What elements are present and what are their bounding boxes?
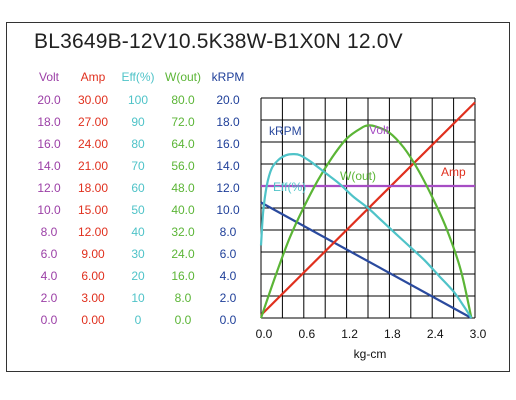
series-label: Volt <box>369 123 390 137</box>
chart-frame <box>6 22 510 372</box>
table-cell-eff: 20 <box>131 269 145 283</box>
table-cell-amp: 3.00 <box>81 291 105 305</box>
table-cell-eff: 30 <box>131 247 145 261</box>
table-cell-krpm: 4.0 <box>219 269 237 283</box>
table-cell-wout: 0.0 <box>174 313 192 327</box>
x-tick-label: 0.6 <box>298 327 315 341</box>
x-tick-label: 1.8 <box>384 327 401 341</box>
series-label: Amp <box>441 165 466 179</box>
table-cell-wout: 40.0 <box>171 203 195 217</box>
column-header-krpm: kRPM <box>211 70 245 84</box>
table-cell-volt: 4.0 <box>40 269 58 283</box>
table-cell-volt: 8.0 <box>40 225 58 239</box>
series-line-krpm <box>260 201 472 319</box>
table-cell-amp: 0.00 <box>81 313 105 327</box>
table-cell-wout: 32.0 <box>171 225 195 239</box>
table-cell-krpm: 0.0 <box>219 313 237 327</box>
x-axis-label: kg-cm <box>354 347 387 361</box>
table-cell-amp: 12.00 <box>77 225 109 239</box>
table-cell-wout: 8.0 <box>174 291 192 305</box>
x-tick-label: 0.0 <box>256 327 273 341</box>
table-cell-eff: 0 <box>134 313 142 327</box>
table-cell-volt: 16.0 <box>37 137 61 151</box>
column-header-wout: W(out) <box>165 70 201 84</box>
table-cell-volt: 18.0 <box>37 115 61 129</box>
table-cell-wout: 72.0 <box>171 115 195 129</box>
table-cell-amp: 18.00 <box>77 181 109 195</box>
series-line-w-out <box>259 124 473 319</box>
table-cell-amp: 15.00 <box>77 203 109 217</box>
table-cell-amp: 30.00 <box>77 93 109 107</box>
x-tick-label: 1.2 <box>341 327 358 341</box>
series-label: Eff(%) <box>273 180 306 194</box>
series-line-eff <box>259 152 473 319</box>
table-cell-wout: 64.0 <box>171 137 195 151</box>
table-cell-wout: 80.0 <box>171 93 195 107</box>
table-cell-eff: 50 <box>131 203 145 217</box>
series-label: kRPM <box>269 124 302 138</box>
table-cell-eff: 90 <box>131 115 145 129</box>
page-title: BL3649B-12V10.5K38W-B1X0N 12.0V <box>34 30 403 53</box>
table-cell-volt: 0.0 <box>40 313 58 327</box>
table-cell-eff: 40 <box>131 225 145 239</box>
table-cell-krpm: 20.0 <box>216 93 240 107</box>
column-header-volt: Volt <box>38 70 59 84</box>
table-cell-wout: 16.0 <box>171 269 195 283</box>
table-cell-krpm: 16.0 <box>216 137 240 151</box>
table-cell-krpm: 10.0 <box>216 203 240 217</box>
table-cell-wout: 56.0 <box>171 159 195 173</box>
column-header-amp: Amp <box>80 70 106 84</box>
table-cell-volt: 2.0 <box>40 291 58 305</box>
table-cell-eff: 70 <box>131 159 145 173</box>
table-cell-volt: 14.0 <box>37 159 61 173</box>
table-cell-volt: 10.0 <box>37 203 61 217</box>
table-cell-volt: 20.0 <box>37 93 61 107</box>
x-tick-label: 2.4 <box>427 327 444 341</box>
table-cell-eff: 60 <box>131 181 145 195</box>
table-cell-volt: 6.0 <box>40 247 58 261</box>
table-cell-volt: 12.0 <box>37 181 61 195</box>
table-cell-krpm: 2.0 <box>219 291 237 305</box>
x-tick-label: 3.0 <box>470 327 487 341</box>
series-label: W(out) <box>340 169 376 183</box>
table-cell-krpm: 12.0 <box>216 181 240 195</box>
column-header-eff: Eff(%) <box>121 70 155 84</box>
table-cell-krpm: 18.0 <box>216 115 240 129</box>
table-cell-eff: 80 <box>131 137 145 151</box>
table-cell-eff: 10 <box>131 291 145 305</box>
table-cell-eff: 100 <box>127 93 149 107</box>
table-cell-krpm: 6.0 <box>219 247 237 261</box>
table-cell-wout: 48.0 <box>171 181 195 195</box>
table-cell-amp: 6.00 <box>81 269 105 283</box>
table-cell-amp: 24.00 <box>77 137 109 151</box>
table-cell-krpm: 8.0 <box>219 225 237 239</box>
table-cell-krpm: 14.0 <box>216 159 240 173</box>
table-cell-amp: 27.00 <box>77 115 109 129</box>
table-cell-amp: 21.00 <box>77 159 109 173</box>
table-cell-wout: 24.0 <box>171 247 195 261</box>
table-cell-amp: 9.00 <box>81 247 105 261</box>
